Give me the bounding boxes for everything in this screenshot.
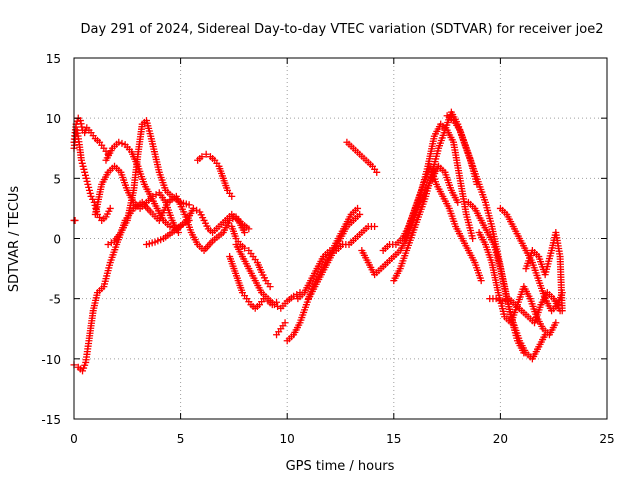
data-point	[86, 189, 94, 197]
data-point	[85, 183, 93, 191]
y-tick-label: -5	[49, 293, 61, 307]
data-point	[77, 156, 85, 164]
series-s10	[228, 222, 274, 291]
series-s19	[390, 108, 481, 285]
data-point	[80, 165, 88, 173]
data-point	[118, 139, 126, 147]
data-point	[85, 186, 93, 194]
data-point	[356, 210, 364, 218]
data-point	[78, 159, 86, 167]
data-point	[202, 150, 210, 158]
data-point	[266, 283, 274, 291]
data-point	[499, 297, 507, 305]
y-tick-label: -15	[41, 413, 61, 427]
data-point	[556, 307, 564, 315]
chart-title: Day 291 of 2024, Sidereal Day-to-day VTE…	[81, 22, 604, 37]
data-point	[495, 296, 503, 304]
series-s11	[232, 241, 304, 312]
data-point	[89, 195, 97, 203]
series-s6	[104, 117, 193, 249]
y-tick-label: 5	[53, 172, 61, 186]
axis-ticks: 0 5 10 15 20 25 -15 -10 -5 0 5 10 15	[41, 52, 614, 446]
data-point	[492, 295, 500, 303]
data-point	[477, 277, 485, 285]
data-point	[76, 117, 84, 125]
data-point	[185, 201, 193, 209]
y-tick-label: 15	[46, 52, 61, 66]
x-tick-label: 20	[493, 432, 508, 446]
data-point	[241, 228, 249, 236]
series-s5	[102, 138, 193, 233]
x-axis-label: GPS time / hours	[286, 459, 395, 474]
series-s8	[194, 150, 236, 200]
data-point	[115, 138, 123, 146]
data-point	[81, 171, 89, 179]
series-s16	[343, 138, 381, 176]
y-tick-label: -10	[41, 353, 61, 367]
series-s23	[475, 228, 560, 339]
data-points	[70, 108, 566, 375]
data-point	[502, 296, 510, 304]
data-point	[71, 216, 79, 224]
y-tick-label: 10	[46, 112, 61, 126]
series-s15	[305, 210, 364, 303]
series-s20	[400, 162, 485, 285]
data-point	[241, 244, 249, 252]
series-s26	[486, 289, 564, 327]
data-point	[228, 192, 236, 200]
y-axis-label: SDTVAR / TECUs	[7, 186, 22, 293]
data-point	[81, 168, 89, 176]
series-s7	[142, 204, 249, 249]
data-point	[83, 177, 91, 185]
x-tick-label: 15	[386, 432, 401, 446]
data-point	[373, 168, 381, 176]
data-point	[79, 162, 87, 170]
data-point	[87, 192, 95, 200]
series-s14	[294, 222, 379, 303]
data-point	[82, 174, 90, 182]
series-s2	[70, 114, 112, 158]
data-point	[245, 225, 253, 233]
data-point	[281, 319, 289, 327]
data-point	[552, 319, 560, 327]
data-point	[77, 120, 85, 128]
series-s25	[522, 228, 566, 315]
data-point	[469, 235, 477, 242]
data-point	[106, 204, 114, 212]
x-tick-label: 10	[280, 432, 295, 446]
data-point	[198, 153, 206, 161]
x-tick-label: 25	[599, 432, 614, 446]
x-tick-label: 0	[70, 432, 78, 446]
data-point	[454, 198, 462, 206]
x-tick-label: 5	[177, 432, 185, 446]
series-s3	[70, 126, 114, 224]
y-tick-label: 0	[53, 233, 61, 247]
data-point	[78, 123, 86, 131]
data-point	[84, 180, 92, 188]
series-s24	[496, 204, 566, 315]
series-s27	[70, 216, 79, 224]
data-point	[354, 204, 362, 212]
data-point	[371, 222, 379, 230]
series-s12	[273, 319, 289, 339]
data-point	[166, 222, 174, 230]
